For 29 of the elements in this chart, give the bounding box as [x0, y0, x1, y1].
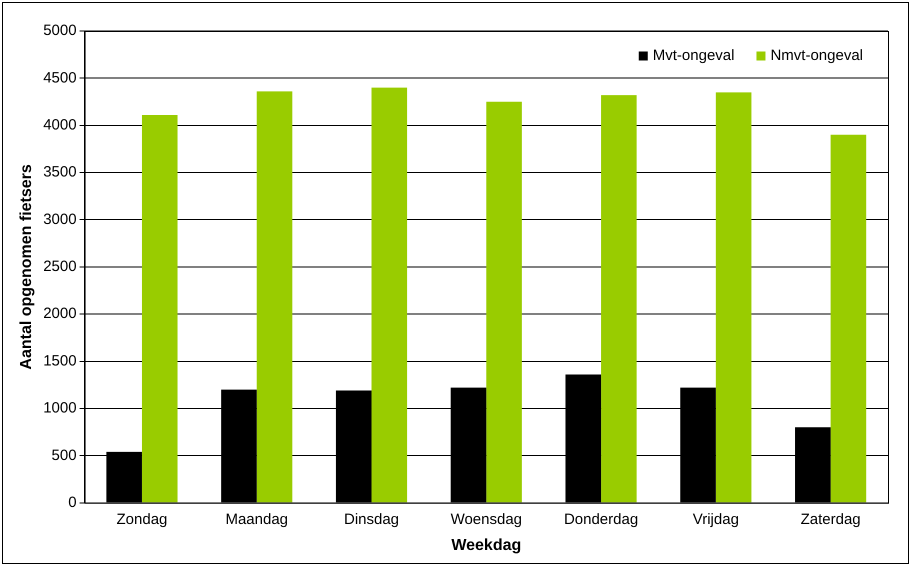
y-tick-label: 5000	[43, 22, 77, 40]
y-tick-label: 3500	[43, 164, 77, 181]
bar	[716, 92, 752, 502]
bar	[601, 95, 637, 502]
x-tick-label: Woensdag	[450, 510, 522, 528]
x-tick-label: Vrijdag	[692, 510, 739, 528]
legend-label: Nmvt-ongeval	[770, 47, 864, 64]
y-tick-label: 1500	[43, 352, 77, 370]
y-tick-label: 2500	[43, 258, 77, 276]
bar	[372, 88, 408, 502]
y-tick-label: 4000	[43, 116, 77, 134]
bar	[830, 134, 866, 502]
y-tick-label: 3000	[43, 210, 77, 228]
y-tick-label: 0	[68, 494, 77, 511]
y-tick-label: 500	[52, 446, 77, 464]
y-tick-label: 2000	[43, 305, 77, 322]
x-axis-title: Weekdag	[451, 536, 522, 554]
x-tick-label: Zondag	[116, 510, 168, 528]
y-tick-label: 4500	[43, 69, 77, 86]
x-tick-label: Dinsdag	[344, 510, 400, 528]
x-tick-label: Donderdag	[564, 510, 638, 528]
x-tick-label: Maandag	[225, 510, 288, 528]
bar	[256, 91, 292, 502]
y-tick-label: 1000	[43, 400, 77, 417]
legend-label: Mvt-ongeval	[652, 47, 734, 64]
y-axis-title: Aantal opgenomen fietsers	[18, 164, 36, 370]
bar	[486, 102, 522, 502]
bar	[142, 114, 178, 502]
x-tick-label: Zaterdag	[800, 510, 861, 528]
